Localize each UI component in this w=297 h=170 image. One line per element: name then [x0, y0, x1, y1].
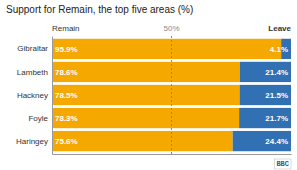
- data-label: 78.6%: [55, 68, 78, 77]
- data-label: 21.7%: [265, 114, 288, 123]
- data-label: 78.3%: [55, 114, 78, 123]
- bar: [233, 131, 291, 151]
- bars: [52, 36, 291, 154]
- bar: [239, 108, 291, 128]
- plot: 95.9% 78.6% 78.5% 78.3% 75.6% 4.1% 21.4% 21.5% 2…: [16, 36, 292, 155]
- tick-label: Haringey: [16, 137, 48, 146]
- data-label: 78.5%: [55, 91, 78, 100]
- tick: Gibraltar: [17, 44, 52, 53]
- series: [233, 39, 291, 151]
- reference-line: [171, 36, 172, 154]
- tick: Haringey: [16, 137, 52, 146]
- axis-line: [53, 154, 292, 155]
- data-label: 4.1%: [270, 45, 288, 54]
- tick: Foyle: [28, 114, 52, 123]
- bar: [52, 131, 233, 151]
- legend-entry: Remain: [52, 24, 80, 33]
- annotation-box: [274, 159, 291, 169]
- tick: Lambeth: [17, 68, 52, 77]
- legend-entry: Leave: [268, 24, 291, 33]
- bar: [52, 108, 239, 128]
- bar: [52, 62, 240, 82]
- data-labels: 95.9% 78.6% 78.5% 78.3% 75.6% 4.1% 21.4% 21.5% 2…: [55, 45, 288, 146]
- data-label: 24.4%: [265, 137, 288, 146]
- tick: Hackney: [17, 91, 52, 100]
- data-label: 95.9%: [55, 45, 78, 54]
- data-label: 21.5%: [265, 91, 288, 100]
- annotation: BBC: [276, 160, 289, 168]
- tick-label: Hackney: [17, 91, 48, 100]
- bar: [52, 39, 281, 59]
- tick-label: Lambeth: [17, 68, 48, 77]
- axis-line: [52, 37, 53, 155]
- bar: [240, 85, 291, 105]
- title: Support for Remain, the top five areas (…: [6, 4, 193, 15]
- bar: [240, 62, 291, 82]
- tick-label: Gibraltar: [17, 44, 48, 53]
- y-axis: Gibraltar Lambeth Hackney Foyle Haringey: [16, 37, 53, 155]
- annotations: 50% BBC Remain Leave: [52, 24, 292, 169]
- tick-label: Foyle: [28, 114, 48, 123]
- x-axis: [53, 154, 292, 155]
- annotation: 50%: [163, 24, 179, 33]
- data-label: 21.4%: [265, 68, 288, 77]
- chart: Support for Remain, the top five areas (…: [0, 0, 297, 170]
- bar: [52, 85, 240, 105]
- data-label: 75.6%: [55, 137, 78, 146]
